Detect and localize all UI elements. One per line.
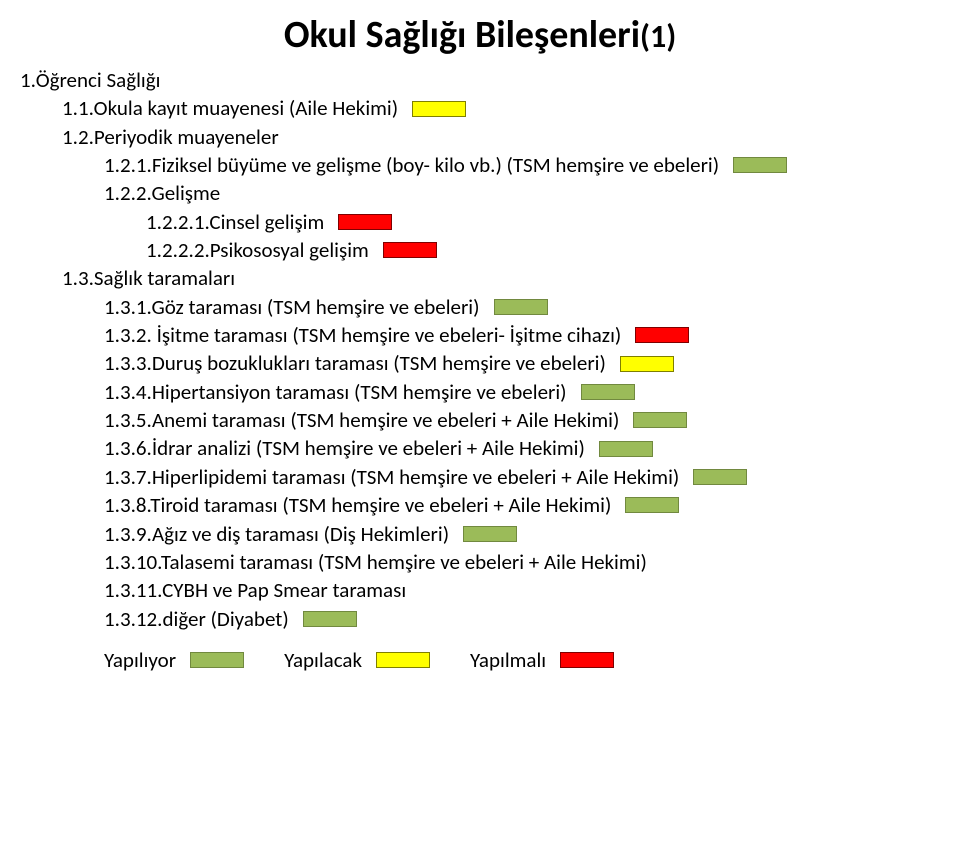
outline-item: 1.2.2.2.Psikososyal gelişim xyxy=(146,236,940,264)
outline-item-text: 1.3.10.Talasemi taraması (TSM hemşire ve… xyxy=(104,548,647,576)
outline-item-text: 1.3.7.Hiperlipidemi taraması (TSM hemşir… xyxy=(104,463,679,491)
status-swatch-yellow xyxy=(412,101,466,117)
status-swatch-green xyxy=(463,526,517,542)
status-swatch-green xyxy=(693,469,747,485)
legend-label: Yapılmalı xyxy=(470,647,546,673)
outline-item: 1.3.11.CYBH ve Pap Smear taraması xyxy=(104,576,940,604)
outline-item: 1.3.12.diğer (Diyabet) xyxy=(104,605,940,633)
outline-item-text: 1.2.2.2.Psikososyal gelişim xyxy=(146,236,369,264)
title-suffix: (1) xyxy=(640,17,676,56)
outline-item: 1.2.2.1.Cinsel gelişim xyxy=(146,208,940,236)
legend-item: Yapılıyor xyxy=(104,647,244,673)
outline-item-text: 1.3.8.Tiroid taraması (TSM hemşire ve eb… xyxy=(104,491,611,519)
status-swatch-green xyxy=(494,299,548,315)
status-swatch-green xyxy=(633,412,687,428)
status-swatch-red xyxy=(338,214,392,230)
outline-item: 1.3.5.Anemi taraması (TSM hemşire ve ebe… xyxy=(104,406,940,434)
outline-item-text: 1.3.1.Göz taraması (TSM hemşire ve ebele… xyxy=(104,293,480,321)
outline-item-text: 1.2.1.Fiziksel büyüme ve gelişme (boy- k… xyxy=(104,151,719,179)
outline-item-text: 1.3.5.Anemi taraması (TSM hemşire ve ebe… xyxy=(104,406,619,434)
outline-item-text: 1.1.Okula kayıt muayenesi (Aile Hekimi) xyxy=(62,94,398,122)
outline-item-text: 1.3.4.Hipertansiyon taraması (TSM hemşir… xyxy=(104,378,567,406)
status-swatch-green xyxy=(733,157,787,173)
legend-item: Yapılmalı xyxy=(470,647,614,673)
outline-list: 1.Öğrenci Sağlığı1.1.Okula kayıt muayene… xyxy=(20,66,940,633)
outline-item: 1.3.Sağlık taramaları xyxy=(62,264,940,292)
outline-item: 1.3.1.Göz taraması (TSM hemşire ve ebele… xyxy=(104,293,940,321)
outline-item: 1.3.3.Duruş bozuklukları taraması (TSM h… xyxy=(104,349,940,377)
status-swatch-red xyxy=(383,242,437,258)
outline-item-text: 1.3.11.CYBH ve Pap Smear taraması xyxy=(104,576,406,604)
outline-item: 1.3.8.Tiroid taraması (TSM hemşire ve eb… xyxy=(104,491,940,519)
legend-swatch-yellow xyxy=(376,652,430,668)
page-title: Okul Sağlığı Bileşenleri(1) xyxy=(20,12,940,58)
outline-item: 1.3.2. İşitme taraması (TSM hemşire ve e… xyxy=(104,321,940,349)
status-swatch-green xyxy=(303,611,357,627)
outline-item: 1.1.Okula kayıt muayenesi (Aile Hekimi) xyxy=(62,94,940,122)
outline-item: 1.2.Periyodik muayeneler xyxy=(62,123,940,151)
status-swatch-green xyxy=(625,497,679,513)
legend-swatch-green xyxy=(190,652,244,668)
outline-item-text: 1.3.3.Duruş bozuklukları taraması (TSM h… xyxy=(104,349,606,377)
outline-item: 1.3.7.Hiperlipidemi taraması (TSM hemşir… xyxy=(104,463,940,491)
legend-item: Yapılacak xyxy=(284,647,430,673)
status-swatch-red xyxy=(635,327,689,343)
outline-item-text: 1.3.Sağlık taramaları xyxy=(62,264,235,292)
outline-item-text: 1.2.Periyodik muayeneler xyxy=(62,123,279,151)
outline-item: 1.3.9.Ağız ve diş taraması (Diş Hekimler… xyxy=(104,520,940,548)
outline-item-text: 1.2.2.Gelişme xyxy=(104,179,220,207)
outline-item: 1.3.10.Talasemi taraması (TSM hemşire ve… xyxy=(104,548,940,576)
outline-item: 1.3.6.İdrar analizi (TSM hemşire ve ebel… xyxy=(104,434,940,462)
outline-item: 1.Öğrenci Sağlığı xyxy=(20,66,940,94)
legend-label: Yapılıyor xyxy=(104,647,176,673)
outline-item-text: 1.3.12.diğer (Diyabet) xyxy=(104,605,289,633)
outline-item: 1.2.1.Fiziksel büyüme ve gelişme (boy- k… xyxy=(104,151,940,179)
outline-item-text: 1.2.2.1.Cinsel gelişim xyxy=(146,208,324,236)
legend-label: Yapılacak xyxy=(284,647,362,673)
outline-item: 1.3.4.Hipertansiyon taraması (TSM hemşir… xyxy=(104,378,940,406)
status-swatch-yellow xyxy=(620,356,674,372)
outline-item: 1.2.2.Gelişme xyxy=(104,179,940,207)
legend-swatch-red xyxy=(560,652,614,668)
outline-item-text: 1.3.6.İdrar analizi (TSM hemşire ve ebel… xyxy=(104,434,585,462)
status-swatch-green xyxy=(581,384,635,400)
outline-item-text: 1.Öğrenci Sağlığı xyxy=(20,66,160,94)
title-main: Okul Sağlığı Bileşenleri xyxy=(284,12,640,58)
outline-item-text: 1.3.2. İşitme taraması (TSM hemşire ve e… xyxy=(104,321,621,349)
outline-item-text: 1.3.9.Ağız ve diş taraması (Diş Hekimler… xyxy=(104,520,449,548)
status-swatch-green xyxy=(599,441,653,457)
legend: Yapılıyor Yapılacak Yapılmalı xyxy=(104,647,940,673)
